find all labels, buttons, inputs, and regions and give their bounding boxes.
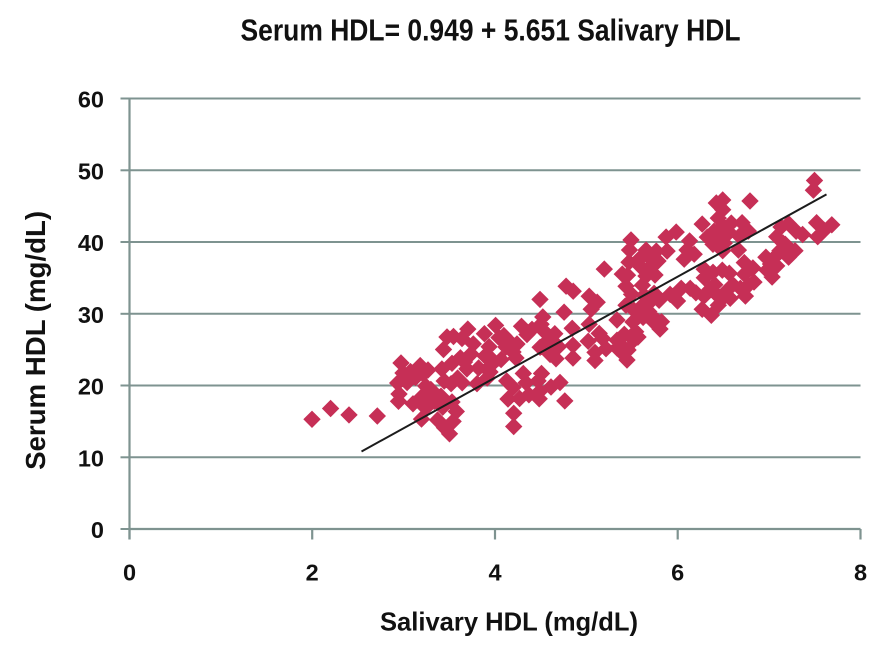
svg-text:2: 2 [306, 560, 319, 586]
svg-text:40: 40 [78, 230, 104, 256]
svg-text:20: 20 [78, 374, 104, 400]
svg-text:Salivary HDL (mg/dL): Salivary HDL (mg/dL) [380, 607, 638, 637]
svg-text:0: 0 [123, 560, 136, 586]
svg-text:Serum HDL= 0.949 + 5.651 Saliv: Serum HDL= 0.949 + 5.651 Salivary HDL [241, 14, 741, 48]
svg-text:10: 10 [78, 446, 104, 472]
svg-text:Serum HDL (mg/dL): Serum HDL (mg/dL) [20, 211, 51, 470]
svg-text:4: 4 [488, 560, 501, 586]
svg-text:50: 50 [78, 159, 104, 185]
svg-text:8: 8 [854, 560, 867, 586]
svg-text:30: 30 [78, 302, 104, 328]
svg-text:6: 6 [671, 560, 684, 586]
svg-text:60: 60 [78, 87, 104, 113]
svg-text:0: 0 [91, 517, 104, 543]
